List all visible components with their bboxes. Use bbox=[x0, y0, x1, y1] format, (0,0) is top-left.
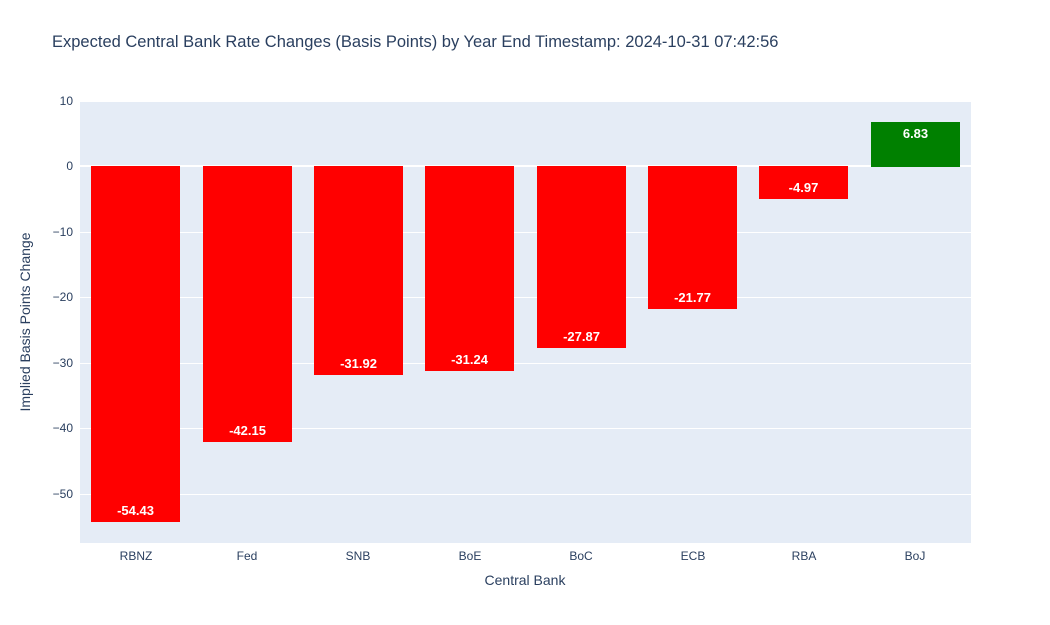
gridline-y--50 bbox=[80, 494, 971, 495]
zero-gridline bbox=[80, 165, 971, 167]
x-tick-label-ECB: ECB bbox=[680, 549, 706, 563]
gridline-y--10 bbox=[80, 232, 971, 233]
y-tick-label-10: 10 bbox=[59, 94, 73, 108]
bar-value-label: -31.92 bbox=[340, 356, 377, 371]
x-tick-label-BoE: BoE bbox=[458, 549, 482, 563]
bar-RBNZ[interactable]: -54.43 bbox=[91, 166, 180, 522]
gridline-y--40 bbox=[80, 428, 971, 429]
y-tick-label--50: −50 bbox=[52, 487, 73, 501]
x-tick-label-BoC: BoC bbox=[569, 549, 593, 563]
bar-Fed[interactable]: -42.15 bbox=[203, 166, 292, 442]
y-tick-label--10: −10 bbox=[52, 225, 73, 239]
x-tick-label-RBA: RBA bbox=[791, 549, 817, 563]
bar-RBA[interactable]: -4.97 bbox=[759, 166, 848, 199]
y-tick-label-0: 0 bbox=[66, 159, 73, 173]
bar-value-label: -4.97 bbox=[788, 180, 819, 195]
bar-value-label: -27.87 bbox=[563, 329, 600, 344]
gridline-y-10 bbox=[80, 101, 971, 102]
y-tick-label--40: −40 bbox=[52, 421, 73, 435]
x-tick-label-BoJ: BoJ bbox=[904, 549, 926, 563]
y-tick-label--20: −20 bbox=[52, 290, 73, 304]
chart-title: Expected Central Bank Rate Changes (Basi… bbox=[52, 33, 779, 51]
bar-value-label: -31.24 bbox=[451, 352, 488, 367]
bar-value-label: -42.15 bbox=[229, 423, 266, 438]
gridline-y--20 bbox=[80, 297, 971, 298]
gridline-y--30 bbox=[80, 363, 971, 364]
x-tick-label-SNB: SNB bbox=[345, 549, 371, 563]
bar-BoJ[interactable]: 6.83 bbox=[871, 122, 960, 167]
bar-ECB[interactable]: -21.77 bbox=[648, 166, 737, 309]
y-tick-label--30: −30 bbox=[52, 356, 73, 370]
x-tick-label-Fed: Fed bbox=[236, 549, 258, 563]
bar-value-label: -21.77 bbox=[674, 290, 711, 305]
plot-area: -54.43 -42.15 -31.92 -31.24 -27.87 -21.77 -4.9… bbox=[80, 101, 971, 543]
bar-value-label: -54.43 bbox=[117, 503, 154, 518]
bar-SNB[interactable]: -31.92 bbox=[314, 166, 403, 375]
y-axis-title: Implied Basis Points Change bbox=[17, 232, 33, 412]
bar-BoC[interactable]: -27.87 bbox=[537, 166, 626, 348]
x-tick-label-RBNZ: RBNZ bbox=[119, 549, 153, 563]
x-axis-title: Central Bank bbox=[484, 572, 566, 588]
bar-value-label: 6.83 bbox=[902, 126, 929, 141]
bar-BoE[interactable]: -31.24 bbox=[425, 166, 514, 371]
